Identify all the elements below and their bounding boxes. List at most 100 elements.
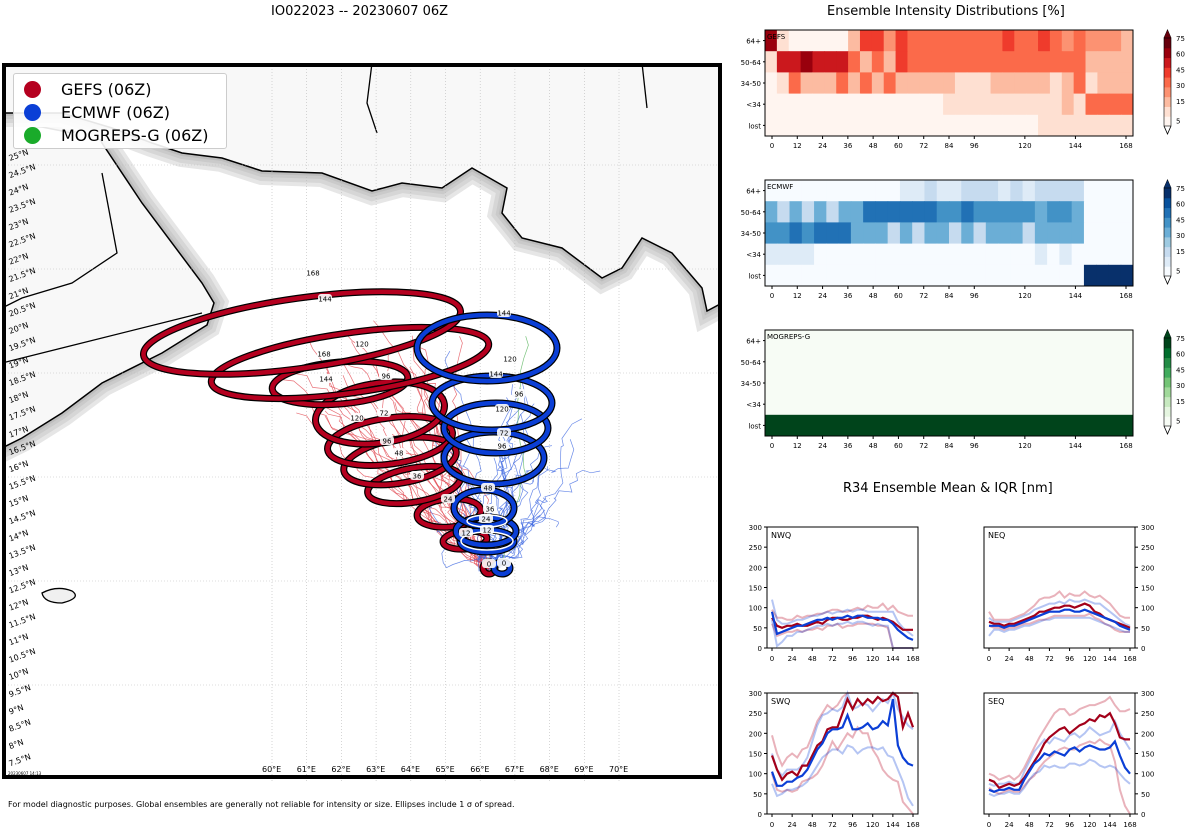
row-label: <34	[746, 251, 761, 259]
heatmap-cell	[1002, 51, 1015, 73]
colorbar-tick-label: 30	[1176, 382, 1185, 390]
heatmap-cell	[765, 51, 778, 73]
heatmap-cell	[936, 264, 950, 287]
heatmap-cell	[814, 222, 827, 245]
heatmap-cell	[919, 30, 932, 52]
heatmap-cell	[887, 180, 901, 202]
ecmwf-hour-label: 120	[495, 406, 508, 414]
hour-label-bg	[489, 369, 503, 378]
lon-label: 62°E	[331, 765, 350, 774]
lon-label: 66°E	[470, 765, 489, 774]
ecmwf-iqr-low	[771, 619, 913, 649]
heatmap-cell	[1096, 222, 1109, 245]
heatmap-cell	[1085, 72, 1098, 95]
heatmap-cell	[1034, 180, 1048, 202]
heatmap-cell	[765, 372, 1134, 395]
heatmap-cell	[966, 51, 980, 73]
heatmap-cell	[765, 243, 778, 266]
colorbar-segment	[1164, 416, 1171, 427]
heatmap-cell	[985, 264, 999, 287]
x-tick-label: 36	[843, 142, 852, 150]
ecmwf-iqr-high	[771, 599, 914, 637]
hour-label-bg	[497, 428, 511, 437]
gefs-marker-icon	[24, 80, 41, 98]
row-label: lost	[748, 122, 761, 130]
gefs-hour-label: 12	[462, 530, 471, 538]
y-tick-label: 250	[1141, 710, 1154, 718]
heatmap-cell	[899, 264, 913, 287]
heatmap-cell	[936, 180, 950, 202]
heatmap-cell	[788, 30, 802, 52]
quadrant-label: SEQ	[988, 697, 1004, 706]
mogreps-marker-icon	[24, 126, 41, 144]
hour-label-bg	[481, 483, 495, 492]
colorbar-segment	[1164, 67, 1171, 78]
hour-label-bg	[410, 471, 424, 480]
heatmap-cell	[1109, 93, 1122, 116]
heatmap-cell	[765, 30, 778, 52]
x-tick-label: 0	[770, 442, 774, 450]
heatmap-cell	[765, 201, 778, 223]
heatmap-cell	[1014, 72, 1027, 95]
heatmap-cell	[838, 243, 852, 266]
x-tick-label: 144	[1069, 442, 1083, 450]
gefs-ellipse	[325, 414, 455, 468]
lat-label: 8.5°N	[8, 718, 32, 734]
gefs-iqr-high	[771, 602, 913, 621]
heatmap-cell	[836, 93, 849, 116]
y-tick-label: 300	[1141, 690, 1154, 698]
hour-label-bg	[379, 371, 393, 380]
heatmap-cell	[1002, 93, 1015, 116]
heatmap-cell	[875, 201, 889, 223]
gefs-hour-label: 96	[382, 373, 391, 381]
colorbar-tick-label: 75	[1176, 335, 1185, 343]
row-label: 50-64	[741, 59, 762, 67]
gefs-ellipse	[209, 325, 491, 401]
colorbar-segment	[1164, 106, 1171, 117]
heatmap-cell	[1014, 93, 1027, 116]
x-tick-label: 120	[1018, 442, 1031, 450]
heatmap-cell	[985, 222, 999, 245]
lon-label: 69°E	[574, 765, 593, 774]
heatmap-cell	[765, 222, 778, 245]
heatmap-cell	[1073, 114, 1087, 137]
heatmap-cell	[1061, 72, 1075, 95]
x-tick-label: 120	[1083, 655, 1096, 663]
hour-label-bg	[483, 504, 497, 513]
colorbar-tick-label: 30	[1176, 232, 1185, 240]
colorbar-segment	[1164, 96, 1171, 107]
hour-label-bg	[480, 525, 494, 534]
row-label: 34-50	[741, 230, 761, 238]
r34-panel-nwq: NWQ 0 24 48 72 96 120 144 168 0 50 100 150 200 250 300	[749, 524, 920, 663]
heatmap-cell	[824, 51, 837, 73]
heatmap-cell	[899, 180, 913, 202]
lon-label: 64°E	[401, 765, 420, 774]
heatmap-cell	[801, 180, 815, 202]
legend-label: ECMWF (06Z)	[61, 102, 170, 122]
x-tick-label: 24	[818, 142, 827, 150]
heatmap-cell	[826, 264, 840, 287]
x-tick-label: 0	[987, 655, 991, 663]
heatmap-cell	[1096, 201, 1109, 223]
gefs-hour-label: 36	[413, 473, 422, 481]
heatmap-cell	[966, 114, 980, 137]
heatmap-cell	[875, 243, 889, 266]
legend-label: GEFS (06Z)	[61, 79, 152, 99]
ecmwf-ellipse	[441, 400, 551, 456]
colorbar-tick-label: 60	[1176, 201, 1185, 209]
ecmwf-hour-label: 96	[515, 391, 524, 399]
heatmap-cell	[1038, 30, 1051, 52]
colorbar-top	[1164, 330, 1171, 338]
heatmap-cell	[978, 72, 992, 95]
heatmap-cell	[814, 264, 827, 287]
heatmap-cell	[788, 114, 802, 137]
colorbar-segment	[1164, 217, 1171, 228]
track-map: 60°E 61°E 62°E 63°E 64°E 65°E 66°E 67°E 68°E 69°E…	[2, 63, 722, 783]
colorbar-segment	[1164, 338, 1171, 349]
country-border	[2, 172, 118, 309]
x-tick-label: 144	[1103, 655, 1117, 663]
heatmap-cell	[907, 51, 920, 73]
colorbar-frame	[1163, 337, 1172, 427]
heatmap-cell	[1034, 222, 1048, 245]
intensity-title: Ensemble Intensity Distributions [%]	[827, 4, 1065, 19]
